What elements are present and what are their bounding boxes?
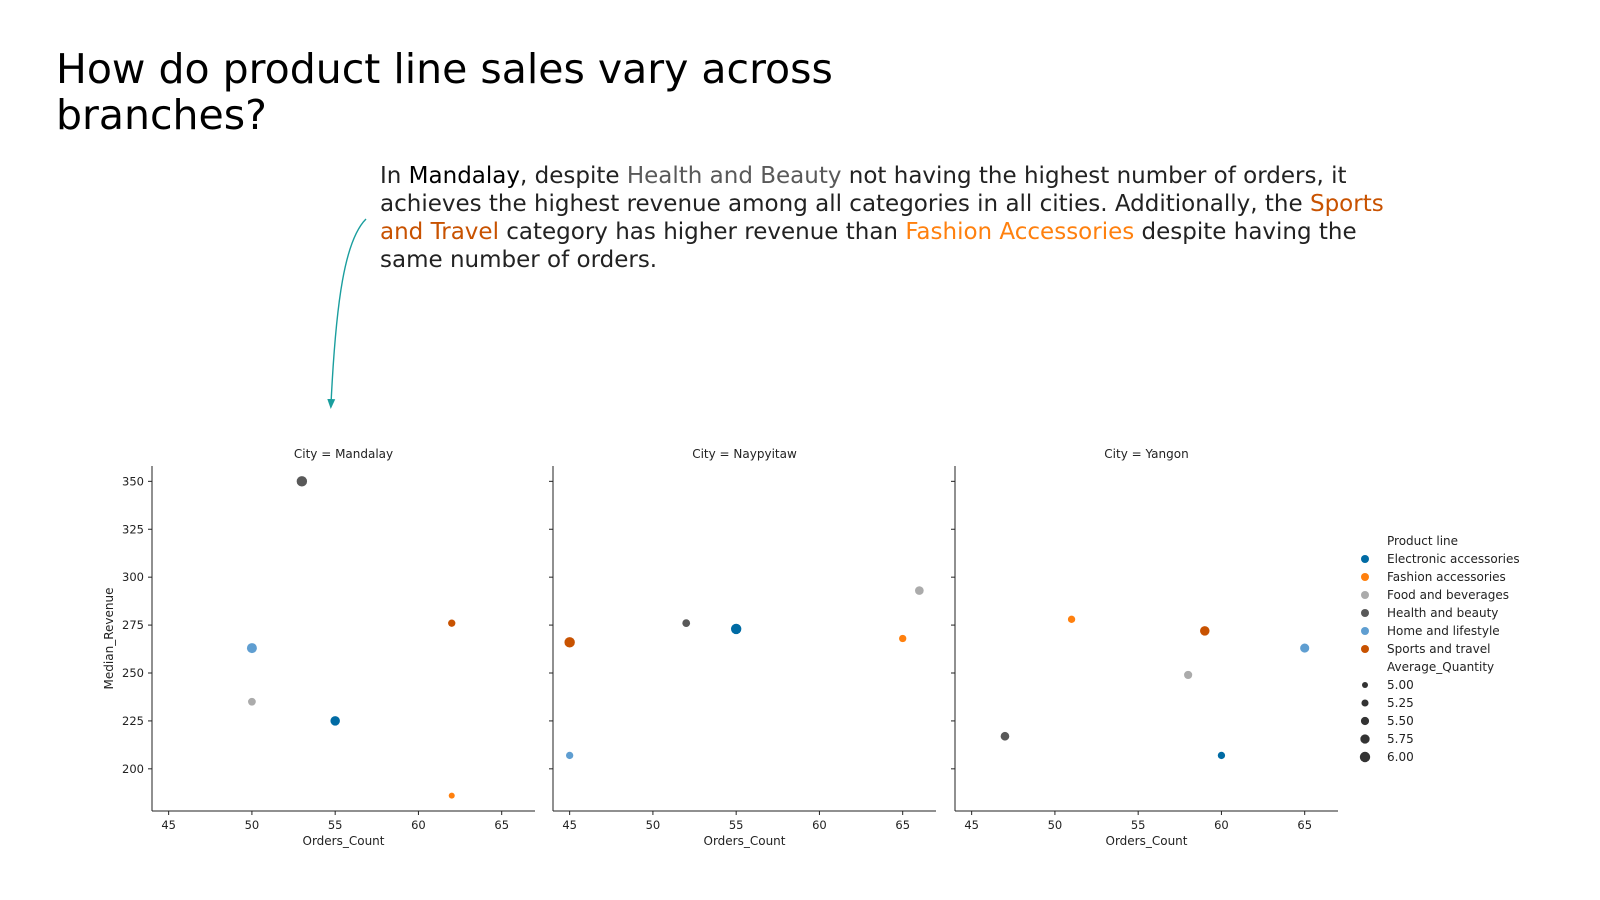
- legend-item-label: Sports and travel: [1387, 642, 1490, 656]
- legend-marker: [1361, 555, 1369, 563]
- data-point: [330, 716, 340, 726]
- legend-size-title: Average_Quantity: [1387, 660, 1494, 674]
- annotation-arrow: [327, 218, 367, 409]
- data-point: [1217, 751, 1226, 760]
- data-point: [448, 619, 456, 627]
- legend-item-label: Electronic accessories: [1387, 552, 1520, 566]
- facet-title: City = Mandalay: [294, 447, 393, 461]
- annotation-part: , despite: [519, 163, 627, 189]
- data-point: [1300, 643, 1310, 653]
- x-tick-label: 50: [646, 818, 661, 832]
- legend-size-label: 5.75: [1387, 732, 1414, 746]
- legend-item-label: Food and beverages: [1387, 588, 1509, 602]
- data-point: [915, 586, 924, 595]
- annotation-city: Mandalay: [408, 163, 520, 189]
- x-tick-label: 65: [494, 818, 509, 832]
- x-tick-label: 55: [328, 818, 343, 832]
- y-axis-label: Median_Revenue: [102, 588, 116, 690]
- legend-size-label: 5.00: [1387, 678, 1414, 692]
- y-tick-label: 350: [122, 474, 144, 488]
- annotation-category-fashion: Fashion Accessories: [905, 219, 1135, 245]
- facet-title: City = Naypyitaw: [692, 447, 797, 461]
- x-tick-label: 65: [895, 818, 910, 832]
- legend-size-marker: [1362, 682, 1368, 688]
- annotation-part: not having the highest number of orders,…: [380, 163, 1347, 217]
- facet-title: City = Yangon: [1104, 447, 1188, 461]
- legend-hue-title: Product line: [1387, 534, 1458, 548]
- x-tick-label: 45: [161, 818, 176, 832]
- y-tick-label: 200: [122, 762, 144, 776]
- x-axis-label: Orders_Count: [303, 834, 385, 848]
- page-title: How do product line sales vary across br…: [56, 45, 833, 139]
- legend-size-label: 5.25: [1387, 696, 1414, 710]
- legend-marker: [1361, 609, 1369, 617]
- data-point: [1200, 626, 1210, 636]
- annotation-part: despite having the same number of orders…: [380, 219, 1357, 273]
- legend-item-label: Home and lifestyle: [1387, 624, 1500, 638]
- legend-marker: [1361, 645, 1369, 653]
- data-point: [246, 643, 257, 654]
- data-point: [730, 623, 742, 635]
- annotation-part: category has higher revenue than: [498, 219, 906, 245]
- y-tick-label: 300: [122, 570, 144, 584]
- data-point: [565, 751, 574, 760]
- x-tick-label: 55: [1131, 818, 1146, 832]
- legend-item-label: Fashion accessories: [1387, 570, 1506, 584]
- annotation-text: In Mandalay, despite Health and Beauty n…: [380, 162, 1420, 274]
- data-point: [296, 476, 308, 487]
- legend-size-marker: [1361, 699, 1369, 707]
- x-tick-label: 50: [1048, 818, 1063, 832]
- annotation-part: In: [380, 163, 409, 189]
- x-axis-label: Orders_Count: [1106, 834, 1188, 848]
- x-tick-label: 60: [411, 818, 426, 832]
- annotation-category-health: Health and Beauty: [626, 163, 842, 189]
- data-point: [248, 697, 256, 706]
- data-point: [564, 637, 575, 648]
- x-tick-label: 50: [245, 818, 260, 832]
- legend-marker: [1361, 591, 1369, 599]
- y-tick-label: 225: [122, 714, 144, 728]
- legend-marker: [1361, 627, 1369, 635]
- x-tick-label: 45: [562, 818, 577, 832]
- data-point: [448, 792, 455, 799]
- legend-size-label: 5.50: [1387, 714, 1414, 728]
- x-axis-label: Orders_Count: [704, 834, 786, 848]
- legend-size-marker: [1360, 734, 1370, 744]
- y-tick-label: 325: [122, 522, 144, 536]
- x-tick-label: 45: [964, 818, 979, 832]
- x-tick-label: 65: [1297, 818, 1312, 832]
- annotation-category-sports: Sports and Travel: [380, 191, 1384, 245]
- legend-size-label: 6.00: [1387, 750, 1414, 764]
- y-tick-label: 250: [122, 666, 144, 680]
- data-point: [1000, 731, 1010, 741]
- data-point: [1184, 670, 1193, 680]
- x-tick-label: 60: [1214, 818, 1229, 832]
- data-point: [1067, 615, 1076, 623]
- y-tick-label: 275: [122, 618, 144, 632]
- x-tick-label: 60: [812, 818, 827, 832]
- legend-size-marker: [1359, 751, 1371, 763]
- data-point: [682, 619, 691, 628]
- legend-marker: [1361, 573, 1369, 581]
- legend-size-marker: [1360, 716, 1370, 726]
- data-point: [899, 634, 907, 643]
- x-tick-label: 55: [729, 818, 744, 832]
- legend-item-label: Health and beauty: [1387, 606, 1498, 620]
